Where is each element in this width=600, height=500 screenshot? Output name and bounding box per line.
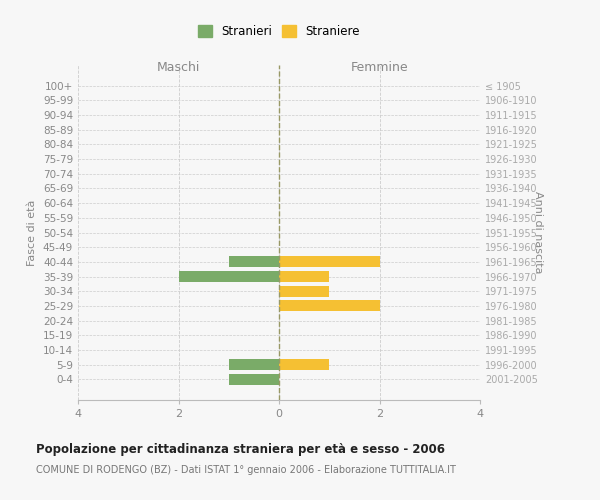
Bar: [229, 359, 279, 370]
Bar: [279, 271, 329, 282]
Y-axis label: Fasce di età: Fasce di età: [28, 200, 37, 266]
Bar: [229, 256, 279, 268]
Bar: [279, 286, 329, 296]
Text: COMUNE DI RODENGO (BZ) - Dati ISTAT 1° gennaio 2006 - Elaborazione TUTTITALIA.IT: COMUNE DI RODENGO (BZ) - Dati ISTAT 1° g…: [36, 465, 456, 475]
Text: Femmine: Femmine: [350, 61, 409, 74]
Bar: [279, 359, 329, 370]
Bar: [229, 374, 279, 385]
Text: Popolazione per cittadinanza straniera per età e sesso - 2006: Popolazione per cittadinanza straniera p…: [36, 442, 445, 456]
Text: Maschi: Maschi: [157, 61, 200, 74]
Bar: [279, 300, 380, 312]
Bar: [179, 271, 279, 282]
Legend: Stranieri, Straniere: Stranieri, Straniere: [193, 20, 365, 43]
Y-axis label: Anni di nascita: Anni di nascita: [533, 191, 543, 274]
Bar: [279, 256, 380, 268]
